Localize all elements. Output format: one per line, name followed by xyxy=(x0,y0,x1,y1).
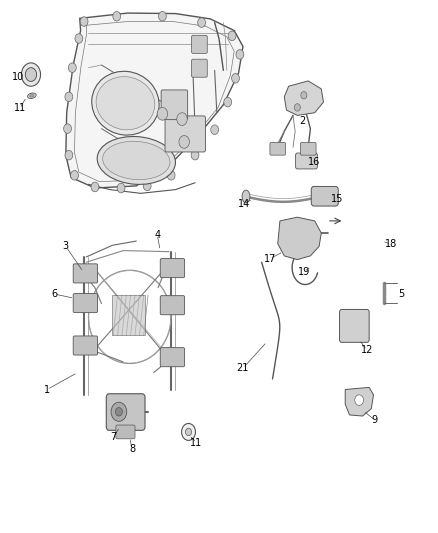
Circle shape xyxy=(301,92,307,99)
FancyBboxPatch shape xyxy=(270,142,286,155)
Circle shape xyxy=(116,408,122,416)
Circle shape xyxy=(182,423,195,440)
Circle shape xyxy=(211,125,219,134)
Text: 2: 2 xyxy=(300,116,306,126)
Text: 14: 14 xyxy=(238,199,251,209)
Text: 11: 11 xyxy=(190,438,202,448)
Circle shape xyxy=(236,50,244,59)
Ellipse shape xyxy=(102,141,170,180)
Circle shape xyxy=(143,181,151,191)
FancyBboxPatch shape xyxy=(112,295,145,335)
Circle shape xyxy=(71,171,78,180)
Text: 18: 18 xyxy=(385,239,397,249)
Ellipse shape xyxy=(92,71,159,135)
Text: 4: 4 xyxy=(154,230,160,240)
Text: 17: 17 xyxy=(264,254,276,263)
FancyBboxPatch shape xyxy=(160,296,185,315)
Ellipse shape xyxy=(97,136,176,184)
Circle shape xyxy=(294,104,300,111)
FancyBboxPatch shape xyxy=(160,348,185,367)
Text: 5: 5 xyxy=(399,289,405,299)
FancyBboxPatch shape xyxy=(161,90,187,119)
FancyBboxPatch shape xyxy=(191,35,207,53)
Text: 9: 9 xyxy=(372,415,378,425)
Text: 6: 6 xyxy=(51,289,57,299)
Text: 15: 15 xyxy=(331,193,343,204)
Circle shape xyxy=(113,12,120,21)
Text: 16: 16 xyxy=(308,157,320,166)
Text: 7: 7 xyxy=(110,432,117,442)
Circle shape xyxy=(159,12,166,21)
Ellipse shape xyxy=(96,77,155,130)
FancyBboxPatch shape xyxy=(165,116,205,152)
Ellipse shape xyxy=(28,93,36,99)
Circle shape xyxy=(179,135,189,148)
Text: 12: 12 xyxy=(361,345,373,356)
Circle shape xyxy=(111,402,127,421)
Circle shape xyxy=(65,150,73,160)
FancyBboxPatch shape xyxy=(311,187,338,206)
Polygon shape xyxy=(345,387,374,416)
Text: 21: 21 xyxy=(237,364,249,373)
Ellipse shape xyxy=(30,94,34,97)
Circle shape xyxy=(232,74,240,83)
FancyBboxPatch shape xyxy=(296,153,318,169)
FancyBboxPatch shape xyxy=(116,425,135,439)
Circle shape xyxy=(157,108,168,120)
Text: 10: 10 xyxy=(12,71,24,82)
Circle shape xyxy=(228,31,236,41)
FancyBboxPatch shape xyxy=(73,336,98,355)
Polygon shape xyxy=(284,81,323,115)
Circle shape xyxy=(167,171,175,180)
Circle shape xyxy=(65,92,73,102)
Text: 19: 19 xyxy=(298,267,310,277)
Text: 3: 3 xyxy=(63,241,69,252)
FancyBboxPatch shape xyxy=(73,294,98,313)
Circle shape xyxy=(224,98,232,107)
Circle shape xyxy=(21,63,41,86)
FancyBboxPatch shape xyxy=(191,59,207,77)
Polygon shape xyxy=(278,217,321,260)
Text: 8: 8 xyxy=(129,445,135,455)
Circle shape xyxy=(177,113,187,125)
Circle shape xyxy=(80,17,88,26)
Circle shape xyxy=(198,18,205,27)
Circle shape xyxy=(117,183,125,193)
Text: 11: 11 xyxy=(14,103,26,114)
Circle shape xyxy=(75,34,83,43)
Circle shape xyxy=(355,395,364,406)
FancyBboxPatch shape xyxy=(106,394,145,430)
Circle shape xyxy=(191,150,199,160)
FancyBboxPatch shape xyxy=(339,310,369,342)
FancyBboxPatch shape xyxy=(300,142,316,155)
Circle shape xyxy=(91,182,99,192)
PathPatch shape xyxy=(66,13,243,188)
FancyBboxPatch shape xyxy=(73,264,98,283)
Circle shape xyxy=(64,124,71,133)
Circle shape xyxy=(25,68,37,82)
Text: 1: 1 xyxy=(44,384,50,394)
Ellipse shape xyxy=(242,190,250,203)
Circle shape xyxy=(68,63,76,72)
Circle shape xyxy=(185,428,191,435)
FancyBboxPatch shape xyxy=(160,259,185,278)
